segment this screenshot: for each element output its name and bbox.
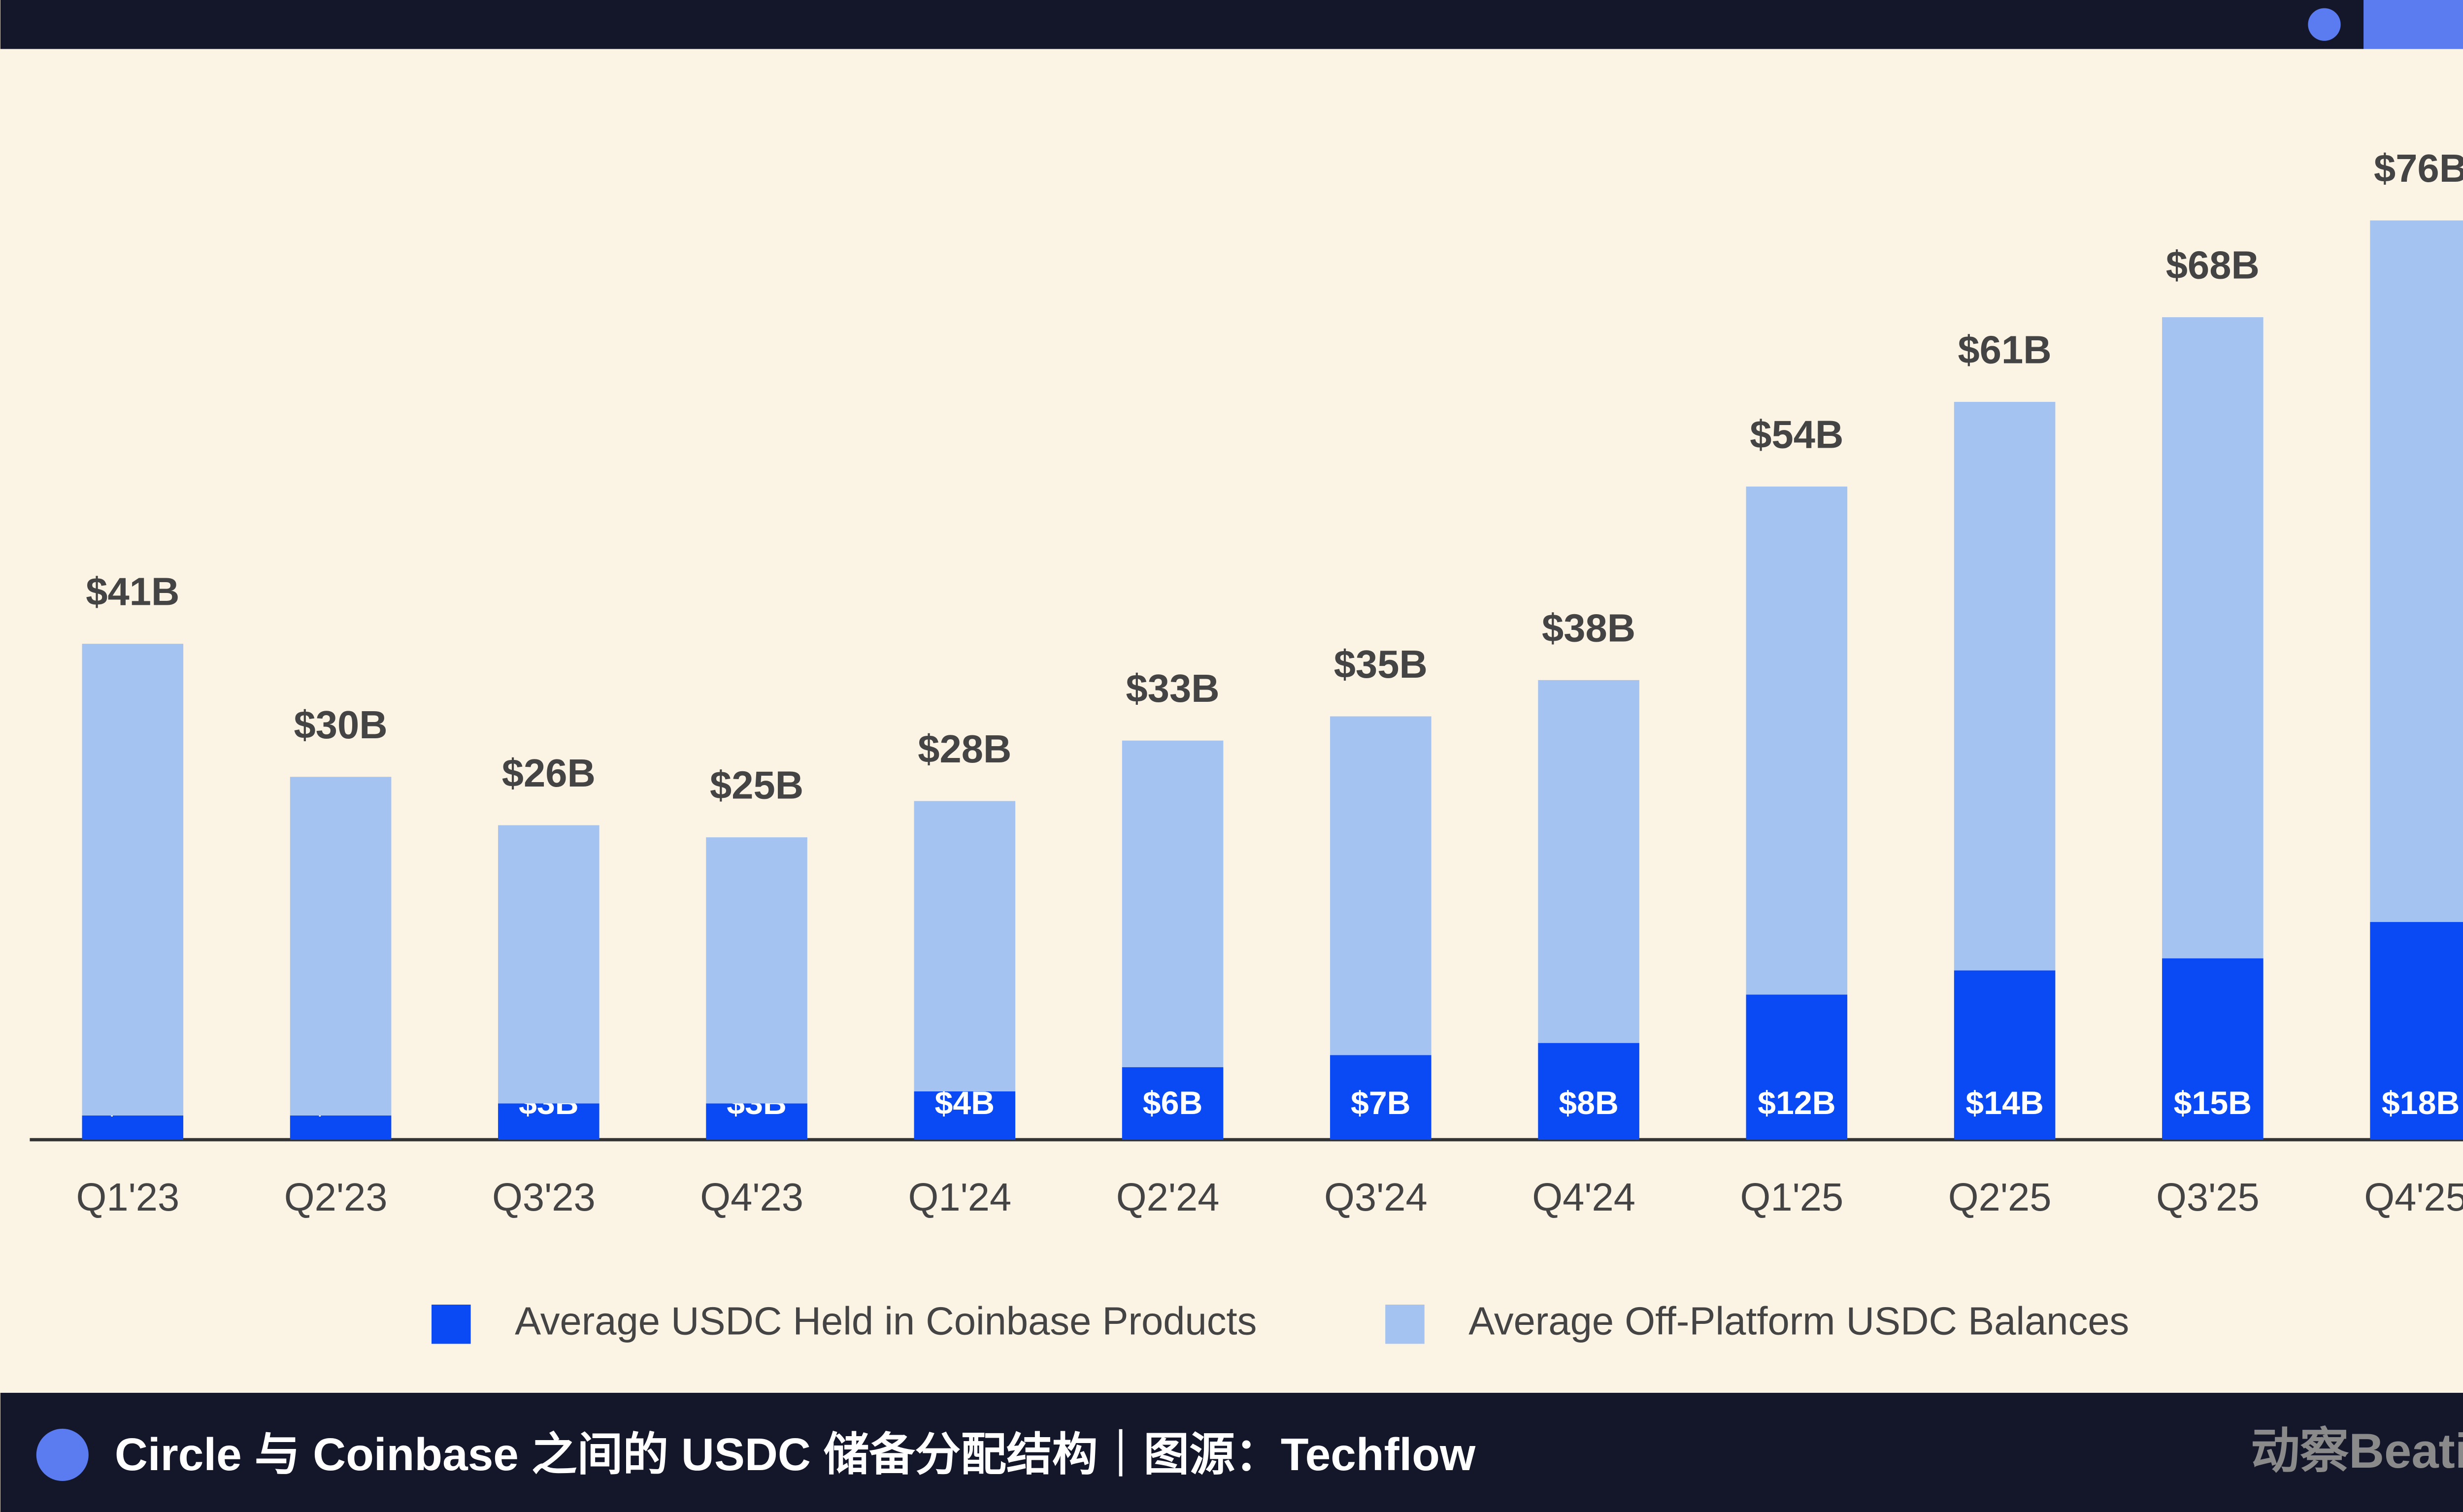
- legend-swatch: [432, 1304, 471, 1344]
- top-dot: [2308, 8, 2341, 41]
- total-label: $38B: [1542, 606, 1635, 650]
- watermark: 动察Beating: [2251, 1424, 2463, 1479]
- value-label: $6B: [1143, 1085, 1203, 1121]
- bar-segment: [1122, 1067, 1224, 1140]
- legend-label: Average Off-Platform USDC Balances: [1468, 1299, 2129, 1343]
- x-tick-label: Q3'24: [1324, 1175, 1428, 1219]
- bar-segment: [706, 1103, 807, 1140]
- top-bar: [0, 0, 2463, 49]
- bar-segment: [2162, 958, 2263, 1140]
- value-label: $14B: [1965, 1085, 2044, 1121]
- x-tick-label: Q1'25: [1740, 1175, 1843, 1219]
- bar-segment: [290, 1115, 392, 1140]
- caption-bar: [0, 1392, 2463, 1512]
- value-label: $8B: [1559, 1085, 1619, 1121]
- bar-segment: [2370, 220, 2463, 922]
- legend-label: Average USDC Held in Coinbase Products: [515, 1299, 1257, 1343]
- total-label: $61B: [1958, 328, 2052, 372]
- value-label: $12B: [1758, 1085, 1835, 1121]
- x-tick-label: Q4'23: [700, 1175, 803, 1219]
- caption-dot: [36, 1428, 89, 1481]
- bar-segment: [1330, 716, 1431, 1055]
- bar-segment: [2162, 317, 2263, 958]
- total-label: $26B: [502, 751, 596, 795]
- total-label: $54B: [1750, 412, 1843, 456]
- plot: $2B$41BQ1'23$2B$30BQ2'23$3B$26BQ3'23$3B$…: [76, 146, 2463, 1344]
- bar-segment: [1122, 740, 1224, 1067]
- bar-segment: [498, 825, 599, 1104]
- bar-segment: [914, 801, 1016, 1091]
- top-tab: [2363, 0, 2463, 49]
- value-label: $18B: [2382, 1085, 2460, 1121]
- x-tick-label: Q1'24: [908, 1175, 1011, 1219]
- x-tick-label: Q2'25: [1948, 1175, 2052, 1219]
- bar-segment: [1954, 970, 2056, 1140]
- x-tick-label: Q4'25: [2364, 1175, 2463, 1219]
- total-label: $76B: [2374, 146, 2463, 190]
- bar-segment: [498, 1103, 599, 1140]
- total-label: $28B: [918, 727, 1011, 771]
- bar-segment: [914, 1091, 1016, 1140]
- value-label: $15B: [2174, 1085, 2252, 1121]
- value-label: $7B: [1351, 1085, 1411, 1121]
- bar-segment: [1954, 401, 2056, 971]
- x-tick-label: Q2'24: [1116, 1175, 1220, 1219]
- bar-segment: [290, 777, 392, 1116]
- bar-segment: [706, 837, 807, 1104]
- x-tick-label: Q4'24: [1532, 1175, 1635, 1219]
- total-label: $68B: [2166, 243, 2260, 287]
- caption: Circle 与 Coinbase 之间的 USDC 储备分配结构｜图源：Tec…: [115, 1429, 1476, 1480]
- bar-segment: [1330, 1055, 1431, 1140]
- bar-segment: [82, 1115, 184, 1140]
- bar-segment: [1746, 994, 1848, 1140]
- x-tick-label: Q3'23: [492, 1175, 596, 1219]
- bar-segment: [2370, 922, 2463, 1140]
- x-tick-label: Q3'25: [2156, 1175, 2260, 1219]
- bar-segment: [82, 644, 184, 1116]
- total-label: $33B: [1126, 666, 1219, 710]
- bar-segment: [1538, 680, 1639, 1043]
- total-label: $35B: [1334, 642, 1428, 686]
- bar-segment: [1746, 486, 1848, 995]
- bar-segment: [1538, 1043, 1639, 1140]
- x-tick-label: Q1'23: [76, 1175, 179, 1219]
- x-tick-label: Q2'23: [284, 1175, 388, 1219]
- total-label: $30B: [294, 703, 387, 747]
- total-label: $41B: [86, 570, 179, 614]
- total-label: $25B: [710, 763, 803, 807]
- legend-swatch: [1385, 1304, 1425, 1344]
